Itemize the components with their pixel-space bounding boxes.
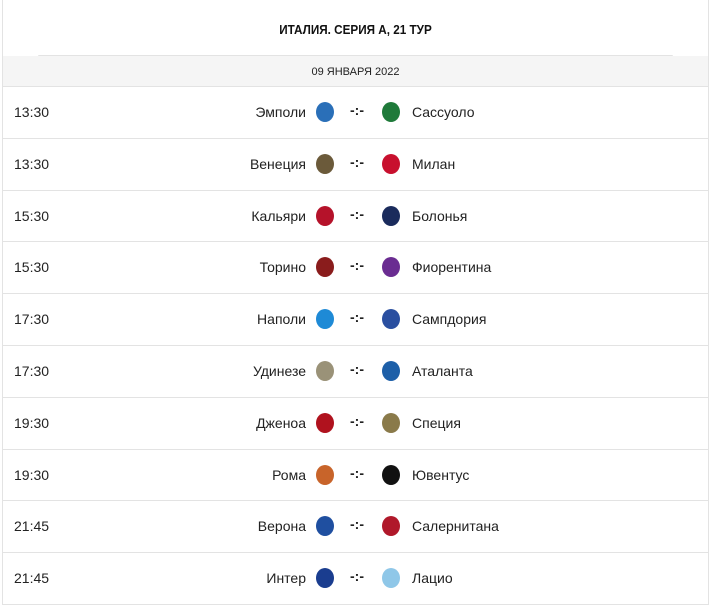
match-score: -:- <box>350 360 364 377</box>
match-time: 19:30 <box>14 414 50 431</box>
home-team[interactable]: Кальяри <box>251 207 306 224</box>
home-team-logo-icon <box>316 568 334 589</box>
away-team[interactable]: Специя <box>412 414 461 431</box>
match-score: -:- <box>350 309 364 326</box>
away-team[interactable]: Лацио <box>412 570 453 587</box>
home-team-logo-icon <box>316 360 334 381</box>
away-team-logo-icon <box>382 205 400 226</box>
match-row[interactable]: 15:30 Кальяри -:- Болонья <box>3 191 708 243</box>
match-score: -:- <box>350 257 364 274</box>
home-team[interactable]: Верона <box>257 518 306 535</box>
match-score: -:- <box>350 568 364 585</box>
home-team-logo-icon <box>316 205 334 226</box>
home-team[interactable]: Наполи <box>257 311 306 328</box>
match-time: 15:30 <box>14 207 50 224</box>
home-team[interactable]: Торино <box>259 259 306 276</box>
match-row[interactable]: 21:45 Интер -:- Лацио <box>3 553 708 605</box>
away-team-logo-icon <box>382 464 400 485</box>
away-team-logo-icon <box>382 412 400 433</box>
home-team-logo-icon <box>316 153 334 174</box>
home-team-logo-icon <box>316 309 334 330</box>
away-team-logo-icon <box>382 360 400 381</box>
match-row[interactable]: 13:30 Венеция -:- Милан <box>3 139 708 191</box>
away-team-logo-icon <box>382 153 400 174</box>
away-team-logo-icon <box>382 257 400 278</box>
match-time: 21:45 <box>14 570 50 587</box>
match-row[interactable]: 21:45 Верона -:- Салернитана <box>3 501 708 554</box>
match-row[interactable]: 19:30 Дженоа -:- Специя <box>3 398 708 450</box>
home-team[interactable]: Эмполи <box>255 104 306 120</box>
date-header: 09 ЯНВАРЯ 2022 <box>3 56 708 87</box>
away-team[interactable]: Салернитана <box>412 518 499 535</box>
home-team-logo-icon <box>316 257 334 278</box>
away-team-logo-icon <box>382 102 400 122</box>
away-team[interactable]: Фиорентина <box>412 259 492 276</box>
away-team-logo-icon <box>382 516 400 537</box>
away-team-logo-icon <box>382 309 400 330</box>
home-team[interactable]: Дженоа <box>256 414 306 431</box>
home-team[interactable]: Удинезе <box>252 362 306 379</box>
match-row[interactable]: 17:30 Удинезе -:- Аталанта <box>3 346 708 398</box>
page-title: ИТАЛИЯ. СЕРИЯ А, 21 ТУР <box>38 0 673 56</box>
home-team-logo-icon <box>316 464 334 485</box>
away-team[interactable]: Сампдория <box>412 311 487 328</box>
home-team-logo-icon <box>316 102 334 122</box>
match-row[interactable]: 17:30 Наполи -:- Сампдория <box>3 294 708 346</box>
match-time: 19:30 <box>14 466 50 483</box>
home-team[interactable]: Рома <box>272 466 306 483</box>
match-score: -:- <box>350 205 364 222</box>
match-score: -:- <box>350 516 364 533</box>
match-time: 17:30 <box>14 362 50 379</box>
away-team-logo-icon <box>382 568 400 589</box>
home-team-logo-icon <box>316 412 334 433</box>
match-score: -:- <box>350 464 364 481</box>
match-time: 21:45 <box>14 518 50 535</box>
home-team[interactable]: Венеция <box>249 155 306 172</box>
away-team[interactable]: Болонья <box>412 207 468 224</box>
match-score: -:- <box>350 153 364 170</box>
match-time: 15:30 <box>14 259 50 276</box>
away-team[interactable]: Сассуоло <box>412 104 475 120</box>
away-team[interactable]: Аталанта <box>412 362 473 379</box>
match-score: -:- <box>350 102 364 118</box>
away-team[interactable]: Ювентус <box>412 466 470 483</box>
match-score: -:- <box>350 412 364 429</box>
match-row[interactable]: 13:30 Эмполи -:- Сассуоло <box>3 87 708 139</box>
home-team[interactable]: Интер <box>266 570 306 587</box>
home-team-logo-icon <box>316 516 334 537</box>
match-time: 17:30 <box>14 311 50 328</box>
match-row[interactable]: 15:30 Торино -:- Фиорентина <box>3 242 708 295</box>
away-team[interactable]: Милан <box>412 155 456 172</box>
match-row[interactable]: 19:30 Рома -:- Ювентус <box>3 450 708 502</box>
match-time: 13:30 <box>14 104 50 120</box>
match-time: 13:30 <box>14 155 50 172</box>
